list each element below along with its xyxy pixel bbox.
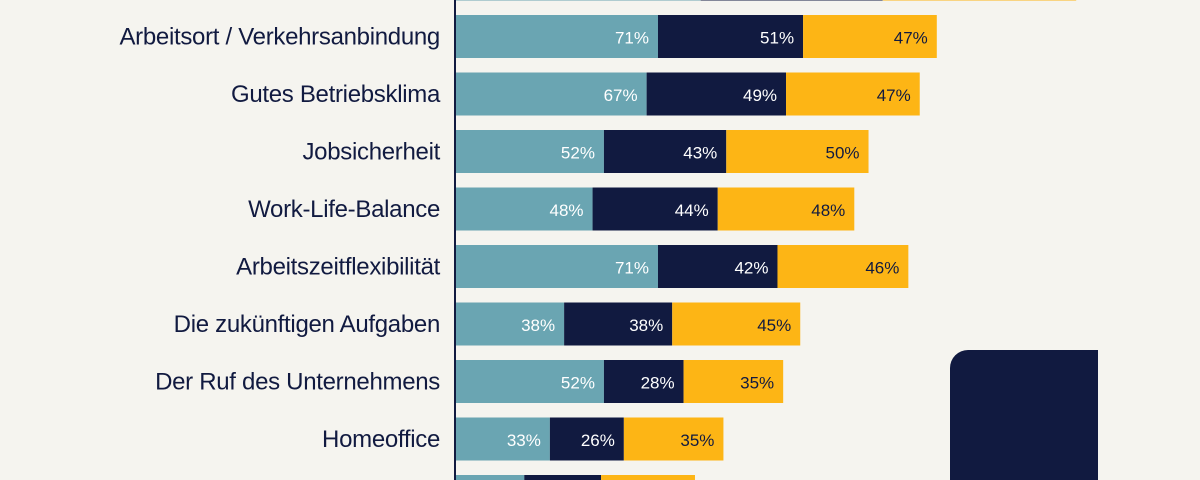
data-label: 48%: [550, 201, 584, 220]
bar-segment-series-2: [603, 360, 684, 403]
category-label: Arbeitszeitflexibilität: [236, 254, 440, 281]
data-label: 47%: [877, 86, 911, 105]
bar-segment-series-2: [603, 130, 727, 173]
data-label: 51%: [760, 29, 794, 48]
bar-segment-series-1: [456, 245, 658, 288]
bar-segment-series-1: [456, 417, 550, 461]
bar-segment-series-3: [601, 475, 695, 480]
bar-segment-series-1: [456, 72, 647, 116]
bar-segment-series-1: [456, 0, 701, 1]
data-label: 52%: [561, 374, 595, 393]
data-label: 47%: [894, 29, 928, 48]
data-label: 45%: [757, 316, 791, 335]
bar-segment-series-2: [549, 417, 624, 461]
data-label: 71%: [615, 259, 649, 278]
data-label: 49%: [743, 86, 777, 105]
data-label: 46%: [865, 259, 899, 278]
bar-segment-series-2: [592, 187, 718, 231]
bar-segment-series-3: [777, 245, 909, 288]
data-label: 52%: [561, 144, 595, 163]
bar-segment-series-3: [683, 360, 784, 403]
data-label: 71%: [615, 29, 649, 48]
bar-segment-series-2: [700, 0, 883, 1]
bar-segment-series-1: [456, 187, 593, 231]
data-label: 44%: [675, 201, 709, 220]
bar-segment-series-3: [623, 417, 724, 461]
data-label: 67%: [604, 86, 638, 105]
bar-segment-series-1: [456, 130, 604, 173]
bar-segment-series-1: [456, 15, 658, 58]
data-label: 33%: [507, 431, 541, 450]
category-label: Arbeitsort / Verkehrsanbindung: [119, 24, 440, 51]
bar-segment-series-3: [803, 15, 937, 58]
data-label: 35%: [680, 431, 714, 450]
bar-segment-series-3: [882, 0, 1077, 1]
bar-segment-series-2: [646, 72, 787, 116]
bar-segment-series-2: [524, 475, 602, 480]
bar-segment-series-3: [717, 187, 855, 231]
data-label: 48%: [811, 201, 845, 220]
data-label: 38%: [521, 316, 555, 335]
category-label: Jobsicherheit: [302, 139, 440, 166]
data-label: 38%: [629, 316, 663, 335]
bar-segment-series-1: [456, 302, 565, 346]
bar-segment-series-2: [564, 302, 673, 346]
data-label: 42%: [734, 259, 768, 278]
bar-segment-series-3: [726, 130, 869, 173]
data-label: 26%: [581, 431, 615, 450]
category-label: Die zukünftigen Aufgaben: [174, 311, 440, 338]
category-label: Der Ruf des Unternehmens: [155, 369, 440, 396]
data-label: 35%: [740, 374, 774, 393]
category-label: Gutes Betriebsklima: [231, 81, 441, 108]
category-label: Work-Life-Balance: [248, 196, 440, 223]
data-label: 43%: [683, 144, 717, 163]
bar-segment-series-3: [786, 72, 920, 116]
bar-segment-series-2: [657, 15, 804, 58]
bar-segment-series-2: [657, 245, 778, 288]
decorative-panel: [950, 350, 1098, 480]
bar-segment-series-1: [456, 475, 525, 480]
data-label: 28%: [641, 374, 675, 393]
category-label: Homeoffice: [322, 426, 440, 453]
bar-segment-series-1: [456, 360, 604, 403]
data-label: 50%: [825, 144, 859, 163]
bar-segment-series-3: [672, 302, 801, 346]
